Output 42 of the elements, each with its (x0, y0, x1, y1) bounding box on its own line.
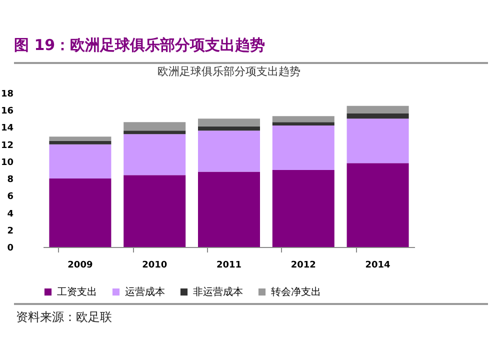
y-tick-label: 16 (0, 106, 14, 117)
y-tick-label: 6 (7, 192, 14, 202)
bar (346, 106, 409, 114)
bar (124, 122, 186, 131)
y-tick-label: 8 (7, 175, 14, 186)
legend-label: 转会净支出 (271, 286, 321, 298)
chart-title: 图 19：欧洲足球俱乐部分项支出趋势 (14, 36, 266, 55)
y-tick-label: 2 (7, 226, 14, 236)
legend-label: 非运营成本 (193, 286, 243, 298)
bar (346, 118, 409, 164)
bar (49, 140, 112, 144)
bar (49, 178, 112, 247)
bar (198, 126, 260, 131)
bar (198, 118, 260, 126)
legend-label: 工资支出 (57, 286, 97, 298)
legend-label: 运营成本 (125, 286, 165, 298)
y-tick-label: 14 (0, 124, 14, 134)
text: 资料来源：欧足联 (16, 309, 112, 326)
bar (198, 172, 260, 247)
y-tick-label: 12 (0, 140, 14, 151)
bar (272, 116, 334, 122)
y-tick-label: 18 (0, 90, 14, 100)
bar (272, 170, 334, 247)
chart-subtitle: 欧洲足球俱乐部分项支出趋势 (158, 65, 300, 78)
bar (198, 130, 260, 172)
x-tick-label: 2009 (68, 260, 93, 270)
bar (124, 175, 186, 247)
y-tick-label: 0 (7, 244, 14, 254)
x-tick-label: 2014 (365, 260, 390, 270)
bar (272, 126, 334, 170)
y-tick-label: 4 (7, 209, 14, 220)
x-tick-label: 2010 (142, 260, 168, 270)
x-tick-label: 2011 (216, 260, 242, 270)
x-tick-label: 2012 (290, 260, 316, 270)
bar (49, 136, 112, 141)
y-tick-label: 10 (0, 158, 14, 168)
bar (124, 134, 186, 176)
bar (346, 114, 409, 119)
bar (124, 130, 186, 134)
bar (272, 122, 334, 126)
bar (346, 163, 409, 247)
bar (49, 144, 112, 179)
